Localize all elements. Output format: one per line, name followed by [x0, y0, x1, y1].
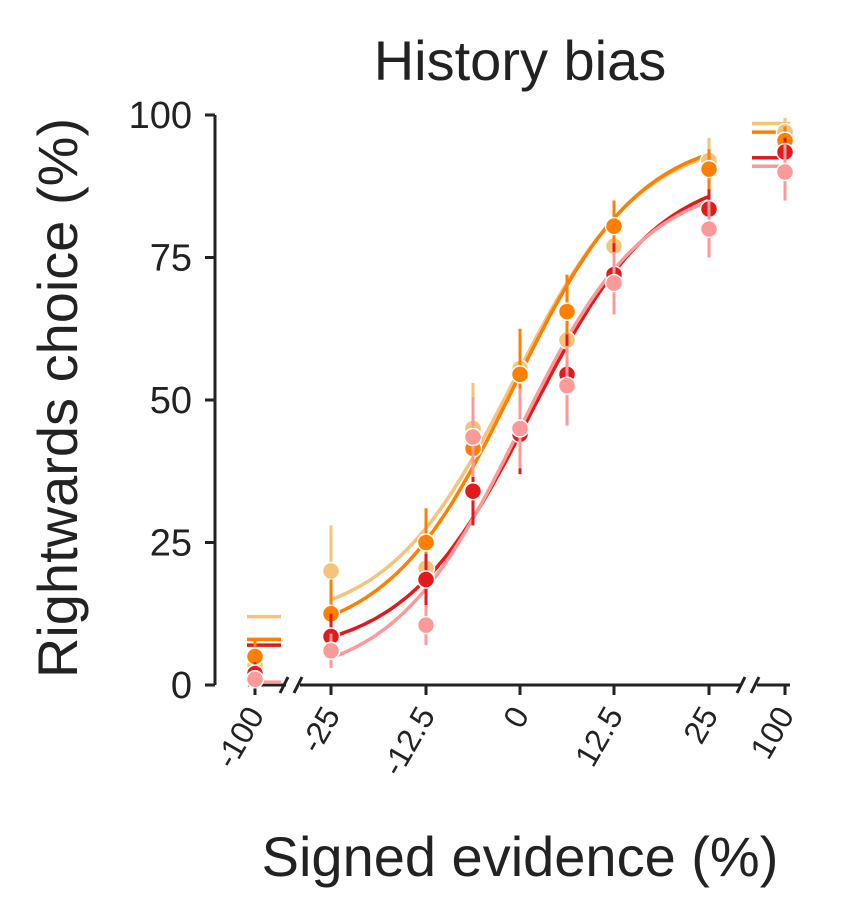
data-point: [321, 641, 341, 661]
data-point: [699, 159, 719, 179]
data-point: [416, 570, 436, 589]
chart-title: History bias: [374, 29, 667, 92]
y-tick-label: 25: [150, 523, 192, 565]
x-tick-label: 25: [676, 701, 725, 750]
data-point: [510, 365, 530, 384]
y-tick-label: 100: [129, 95, 192, 137]
y-tick-label: 50: [150, 380, 192, 422]
data-point: [775, 162, 795, 182]
x-axis-label: Signed evidence (%): [262, 825, 779, 888]
x-axis-break-mark-right: [735, 676, 747, 694]
data-point: [604, 273, 624, 293]
x-tick-label: 12.5: [568, 701, 630, 773]
data-point: [557, 376, 577, 395]
x-tick-label: -25: [293, 701, 347, 759]
data-points: [245, 117, 795, 689]
data-point: [699, 219, 719, 239]
data-point: [321, 561, 341, 581]
x-tick-label: -100: [208, 701, 271, 774]
data-point: [245, 670, 265, 689]
x-tick-label: 0: [496, 701, 536, 734]
x-tick-label: 100: [743, 701, 801, 765]
data-point: [463, 481, 483, 501]
x-axis-break-mark-left: [292, 676, 304, 694]
data-point: [463, 427, 483, 447]
x-axis-break-mark-left: [278, 676, 290, 694]
x-tick-label: -12.5: [374, 701, 442, 782]
x-axis-break-mark-right: [749, 676, 761, 694]
y-tick-label: 75: [150, 238, 192, 280]
data-point: [510, 419, 530, 438]
y-tick-label: 0: [171, 665, 192, 707]
data-point: [416, 533, 436, 552]
data-point: [604, 216, 624, 236]
data-point: [557, 302, 577, 321]
data-point: [416, 615, 436, 635]
y-axis-label: Rightwards choice (%): [26, 118, 89, 678]
